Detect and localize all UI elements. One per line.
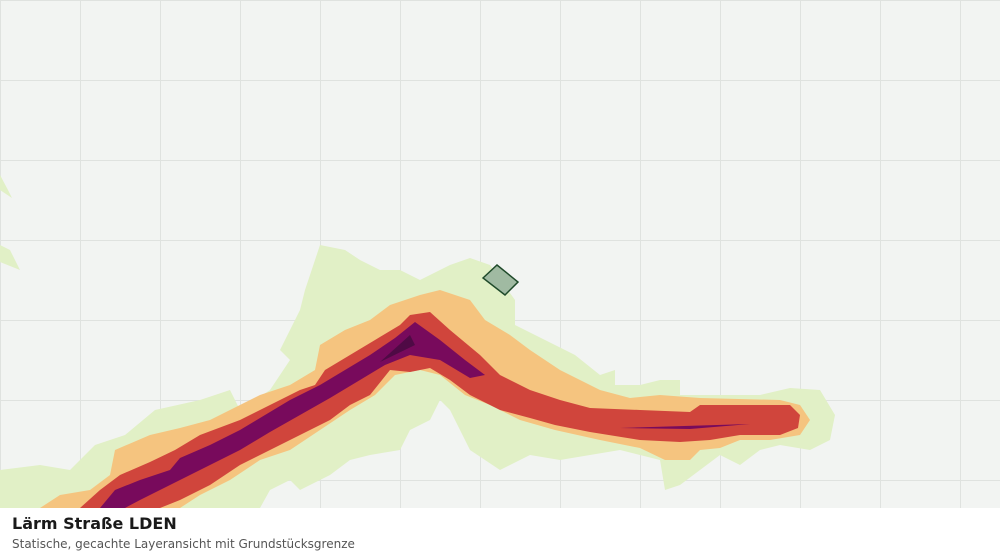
- parcel-boundary: [481, 264, 520, 296]
- layer-subtitle: Statische, gecachte Layeransicht mit Gru…: [12, 537, 355, 551]
- layer-title: Lärm Straße LDEN: [12, 514, 177, 533]
- info-panel: Lärm Straße LDEN Statische, gecachte Lay…: [0, 508, 1000, 560]
- noise-zone-extreme: [380, 335, 415, 362]
- map: [0, 0, 1000, 508]
